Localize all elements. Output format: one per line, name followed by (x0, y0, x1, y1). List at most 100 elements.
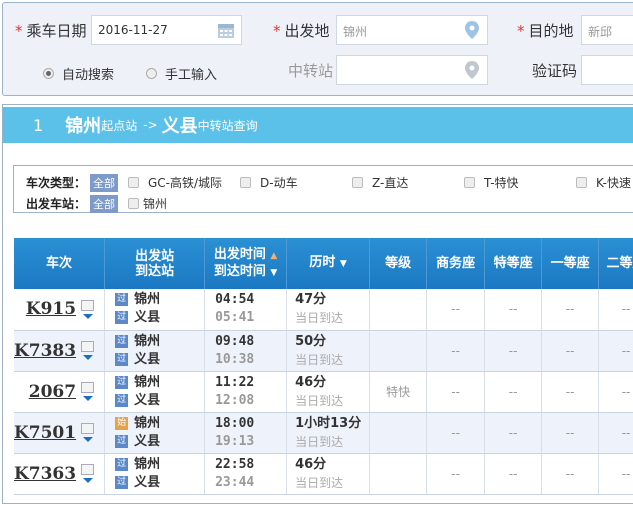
seat-cell: -- (541, 412, 600, 454)
from-station: 锦州 (134, 292, 161, 308)
radio-selected-icon (43, 68, 54, 79)
grade-cell: 特快 (369, 371, 428, 413)
duration: 46分 (295, 456, 327, 472)
stations-cell: 始锦州过义县 (104, 412, 206, 454)
sort-down-icon[interactable]: ▼ (270, 267, 278, 278)
expand-arrow-icon[interactable] (82, 437, 93, 442)
seat-cell: -- (598, 330, 633, 372)
duration: 47分 (295, 292, 327, 308)
times-cell: 11:22 12:08 (204, 371, 288, 413)
station-tag-icon: 过 (115, 375, 129, 389)
duration: 1小时13分 (295, 415, 362, 431)
from-input[interactable]: 锦州 (336, 15, 488, 45)
radio-auto-search[interactable]: 自动搜索 (43, 64, 114, 83)
filter-k[interactable]: K-快速 (576, 174, 631, 191)
from-station: 锦州 (134, 415, 161, 431)
seat-cell: -- (426, 289, 486, 331)
table-row: K7383 过锦州过义县 09:48 10:38 50分 当日到达 -- -- -- -- (14, 330, 633, 372)
train-type-label: 车次类型： (26, 176, 87, 190)
filter-gc[interactable]: GC-高铁/城际 (128, 174, 240, 191)
radio-manual-input[interactable]: 手工输入 (146, 64, 217, 83)
date-input[interactable]: 2016-11-27 (91, 15, 242, 45)
train-cell: K7363 (14, 453, 106, 495)
departure-time: 11:22 (215, 374, 255, 390)
from-station: 锦州 (134, 374, 161, 390)
route-from: 锦州 (65, 116, 102, 137)
seat-cell: -- (484, 371, 543, 413)
from-station: 锦州 (134, 333, 161, 349)
station-label: 出发车站： (26, 197, 87, 211)
arrival-time: 23:44 (215, 474, 255, 490)
filter-z[interactable]: Z-直达 (352, 174, 464, 191)
date-label: * 乘车日期 (15, 22, 87, 40)
header-business: 商务座 (426, 238, 486, 289)
expand-arrow-icon[interactable] (82, 478, 93, 483)
seat-cell: -- (426, 453, 486, 495)
train-number-link[interactable]: K7383 (14, 340, 77, 361)
arrival-day: 当日到达 (295, 434, 344, 449)
stations-cell: 过锦州过义县 (104, 330, 206, 372)
train-table: 车次 出发站 到达站 出发时间 ▲ 到达时间 ▼ 历时 ▼ 等级 商务座 特等座 一… (14, 238, 633, 495)
expand-arrow-icon[interactable] (82, 313, 93, 319)
route-to-suffix: 中转站查询 (197, 118, 258, 133)
seat-cell: -- (598, 412, 633, 454)
seat-cell: -- (484, 330, 543, 372)
header-grade: 等级 (369, 238, 428, 289)
station-tag-icon: 过 (115, 352, 129, 366)
expand-arrow-icon[interactable] (82, 355, 93, 360)
to-label: * 目的地 (517, 22, 574, 40)
header-duration[interactable]: 历时 ▼ (286, 238, 371, 289)
to-input[interactable]: 新邱 (581, 15, 633, 45)
expand-arrow-icon[interactable] (82, 396, 93, 401)
transfer-label: 中转站 (288, 62, 334, 80)
station-all-button[interactable]: 全部 (90, 194, 118, 213)
location-pin-icon[interactable] (465, 61, 479, 79)
to-station: 义县 (134, 433, 161, 449)
seat-cell: -- (541, 453, 600, 495)
grade-cell (369, 412, 428, 454)
train-number-link[interactable]: K7363 (14, 463, 77, 484)
header-times[interactable]: 出发时间 ▲ 到达时间 ▼ (204, 238, 288, 289)
table-row: K915 过锦州过义县 04:54 05:41 47分 当日到达 -- -- -- -- (14, 289, 633, 331)
station-tag-icon: 过 (115, 334, 129, 348)
station-tag-icon: 过 (115, 457, 129, 471)
station-tag-icon: 过 (115, 393, 129, 407)
result-panel: 1 锦州 起点站 -> 义县 中转站查询 车次类型： 全部 GC-高铁/城际 D… (2, 104, 633, 504)
train-number-link[interactable]: K7501 (14, 422, 77, 443)
train-info-icon[interactable] (81, 382, 95, 393)
calendar-icon[interactable] (217, 21, 235, 39)
train-type-all-button[interactable]: 全部 (90, 173, 118, 192)
sort-up-icon[interactable]: ▲ (270, 250, 278, 261)
train-info-icon[interactable] (81, 423, 95, 434)
filter-station-jinzhou[interactable]: 锦州 (128, 195, 167, 212)
table-row: K7363 过锦州过义县 22:58 23:44 46分 当日到达 -- -- -- -- (14, 453, 633, 495)
departure-time: 18:00 (215, 415, 255, 431)
arrival-day: 当日到达 (295, 393, 344, 408)
seat-cell: -- (426, 330, 486, 372)
seat-cell: -- (484, 453, 543, 495)
filter-d[interactable]: D-动车 (240, 174, 352, 191)
train-number-link[interactable]: 2067 (28, 381, 77, 402)
grade-cell (369, 289, 428, 331)
arrival-time: 19:13 (215, 433, 255, 449)
filter-t[interactable]: T-特快 (464, 174, 576, 191)
stations-cell: 过锦州过义县 (104, 289, 206, 331)
departure-time: 09:48 (215, 333, 255, 349)
stations-cell: 过锦州过义县 (104, 453, 206, 495)
train-number-link[interactable]: K915 (25, 299, 77, 320)
duration-cell: 47分 当日到达 (286, 289, 371, 331)
train-info-icon[interactable] (81, 299, 95, 311)
train-info-icon[interactable] (81, 464, 95, 475)
header-train: 车次 (14, 238, 106, 289)
captcha-input[interactable] (581, 55, 633, 85)
arrival-time: 10:38 (215, 351, 255, 367)
station-tag-icon: 过 (115, 293, 129, 307)
to-station: 义县 (134, 392, 161, 408)
from-station: 锦州 (134, 456, 161, 472)
station-tag-icon: 始 (115, 416, 129, 430)
train-info-icon[interactable] (81, 341, 95, 352)
location-pin-icon[interactable] (465, 21, 479, 39)
transfer-input[interactable] (336, 55, 488, 85)
duration-cell: 46分 当日到达 (286, 371, 371, 413)
route-arrow: -> (143, 118, 158, 132)
